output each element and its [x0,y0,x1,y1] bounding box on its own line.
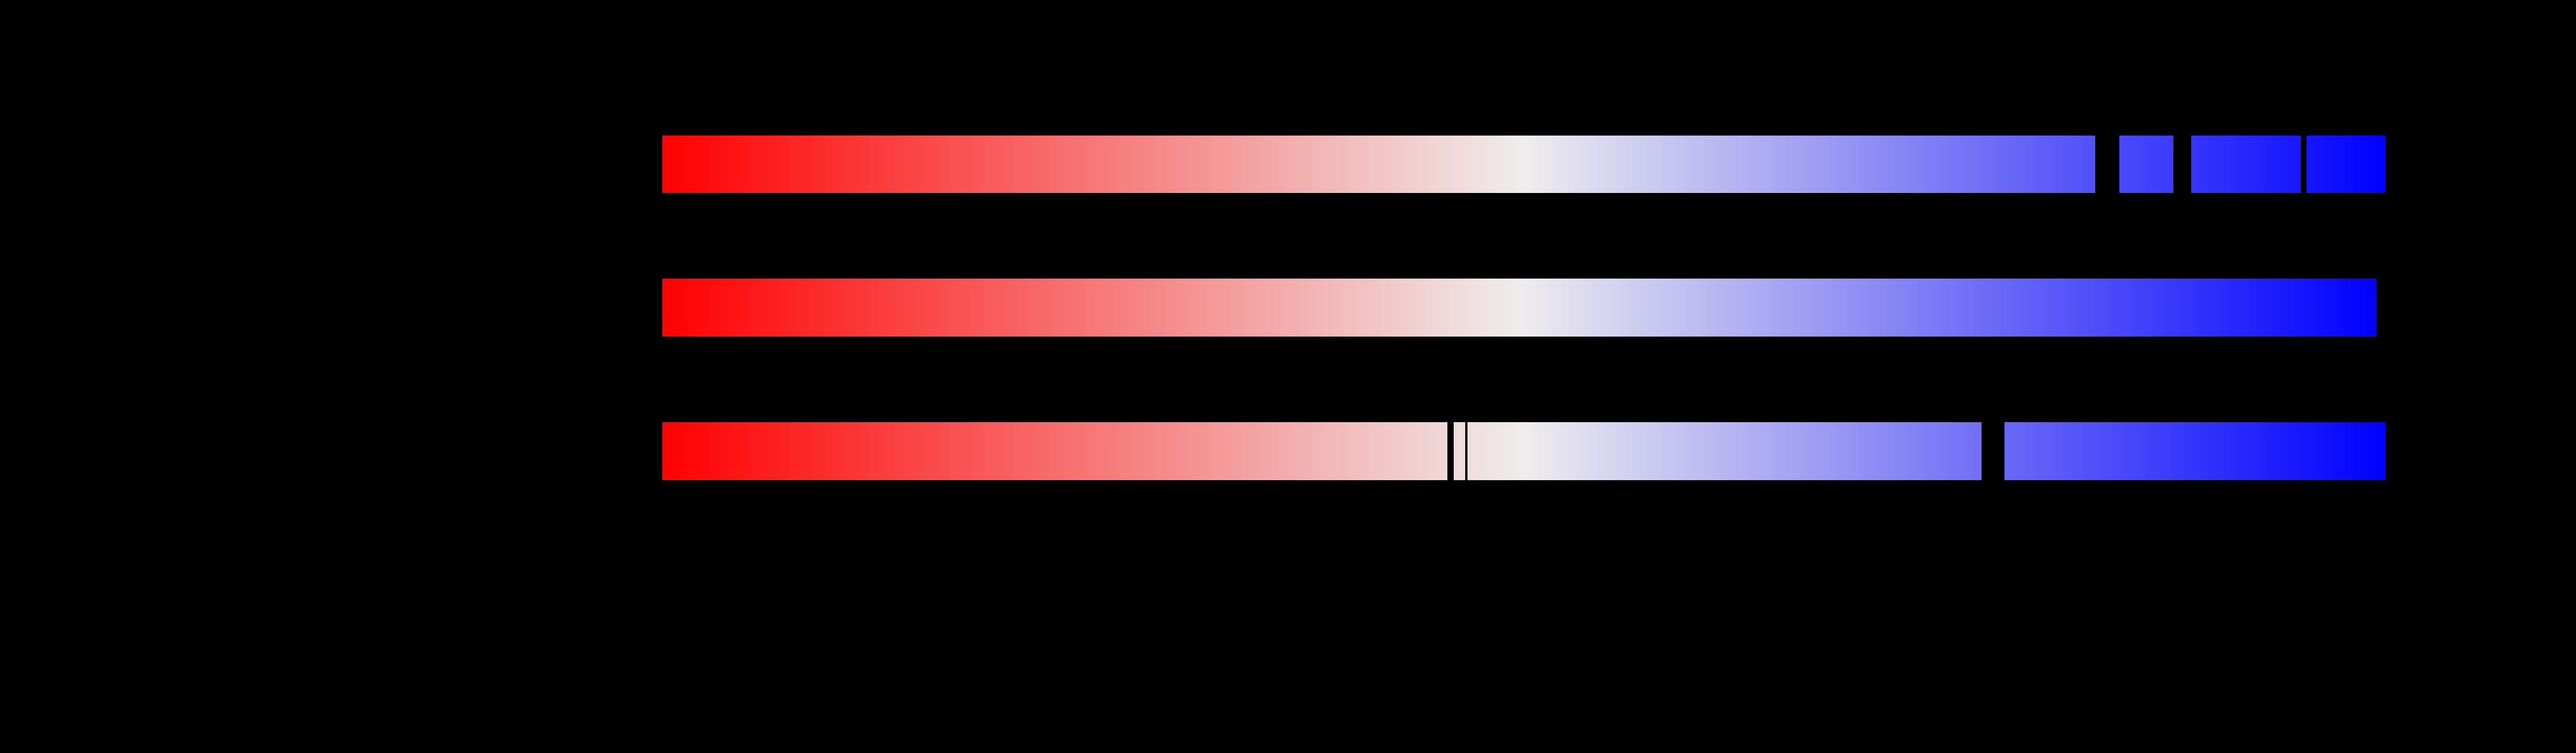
gradient-fill [662,422,1448,480]
colorbar-row-3[interactable] [662,422,2385,480]
colorbar-row-1-segment-4[interactable] [2306,136,2385,193]
colorbar-row-3-segment-1[interactable] [662,422,1448,480]
colorbar-row-2-segment-1[interactable] [662,279,2377,337]
gradient-fill [662,279,2377,337]
colorbar-row-2[interactable] [662,279,2377,337]
colorbar-row-1-segment-2[interactable] [2119,136,2173,193]
colorbar-row-1[interactable] [662,136,2385,193]
gradient-fill [2119,136,2173,193]
gradient-fill [2306,136,2385,193]
colorbar-row-1-segment-3[interactable] [2191,136,2301,193]
gradient-fill [662,136,2096,193]
gradient-fill [2191,136,2301,193]
colorbar-row-3-segment-3[interactable] [1467,422,1982,480]
gradient-fill [2005,422,2385,480]
colorbar-row-3-segment-4[interactable] [2005,422,2385,480]
gradient-fill [1454,422,1465,480]
gradient-fill [1467,422,1982,480]
colorbar-row-1-segment-1[interactable] [662,136,2096,193]
colorbar-row-3-segment-2[interactable] [1454,422,1465,480]
